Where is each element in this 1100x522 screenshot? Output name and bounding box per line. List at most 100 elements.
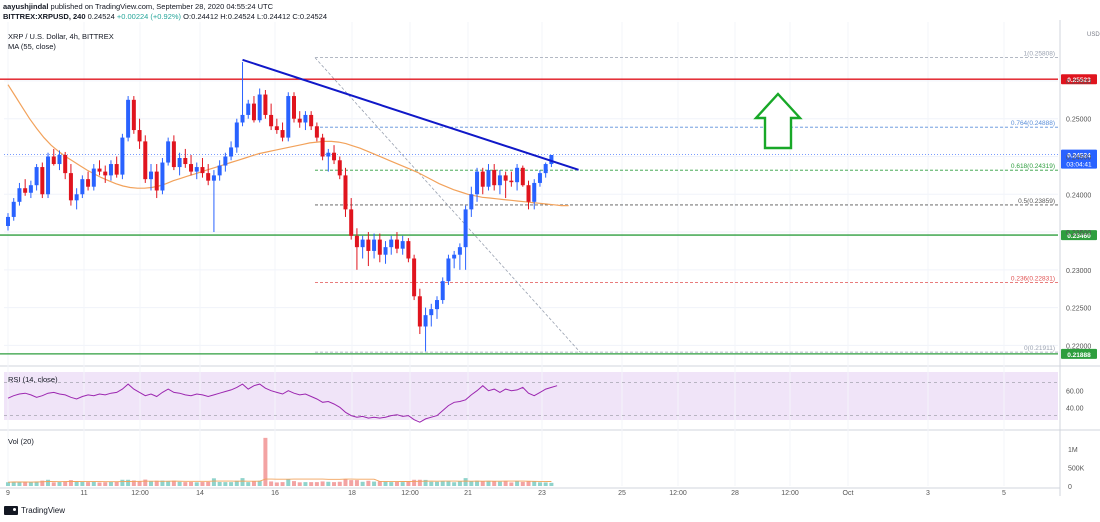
candle-body <box>469 194 474 210</box>
volume-bar <box>80 481 85 486</box>
candle-body <box>120 137 125 175</box>
volume-bar <box>423 479 428 486</box>
volume-bar <box>469 481 474 486</box>
volume-bar <box>246 482 251 486</box>
ma-legend: MA (55, close) <box>8 42 56 51</box>
candle-body <box>23 188 28 193</box>
price-tick-label: 0.25000 <box>1066 117 1091 124</box>
volume-bar <box>103 482 108 486</box>
volume-bar <box>263 437 268 486</box>
volume-bar <box>34 481 39 486</box>
candle-body <box>309 114 314 127</box>
volume-bar <box>137 481 142 486</box>
candle-body <box>229 147 234 157</box>
tradingview-logo-icon <box>4 506 18 515</box>
candle-body <box>509 180 514 183</box>
volume-bar <box>360 481 365 486</box>
candle-body <box>143 141 148 180</box>
time-tick-label: 18 <box>348 490 356 497</box>
horizontal-levels: 0.25523 0.23460 0.21888 0.24524 03:04:41 <box>0 74 1097 359</box>
volume-bar <box>332 482 337 486</box>
volume-bar <box>97 482 102 486</box>
candle-body <box>251 103 256 121</box>
rsi-band <box>4 372 1058 420</box>
candles[interactable] <box>6 62 554 352</box>
time-tick-label: 16 <box>271 490 279 497</box>
candle-body <box>520 167 525 186</box>
volume-bar <box>114 481 119 486</box>
candle-body <box>435 300 439 310</box>
volume-bar <box>292 481 296 486</box>
last-price: 0.24524 <box>87 12 115 21</box>
moving-average <box>7 84 569 207</box>
volume-bar <box>51 482 56 486</box>
candle-body <box>452 254 457 259</box>
fibonacci-retracement[interactable]: 1(0.25808) 0.764(0.24888) 0.618(0.24319) 0.… <box>314 51 1058 353</box>
candle-body <box>360 239 365 248</box>
candle-body <box>263 94 268 115</box>
volume-bar <box>309 482 314 486</box>
volume-bar <box>143 479 148 486</box>
countdown-label: 03:04:41 <box>1066 162 1092 169</box>
volume-bar <box>23 482 28 486</box>
candle-body <box>549 154 554 165</box>
axes: 0.25500 0.25000 0.24500 0.24000 0.23500 0.230… <box>6 32 1100 497</box>
candle-body <box>446 258 451 282</box>
candle-body <box>332 152 337 161</box>
candle-body <box>274 126 279 131</box>
candle-body <box>429 309 434 316</box>
time-tick-label: 5 <box>1002 490 1006 497</box>
candle-body <box>217 165 222 176</box>
volume-bar <box>377 481 382 486</box>
fib-level-label: 0.236(0.22831) <box>1011 276 1055 283</box>
volume-bar <box>320 481 325 486</box>
author-name[interactable]: aayushjindal <box>3 2 49 11</box>
volume-bar <box>257 480 262 486</box>
last-price-tag <box>1061 149 1097 169</box>
price-change: +0.00224 (+0.92%) <box>116 12 182 21</box>
volume-bar <box>108 481 113 486</box>
trendline[interactable] <box>242 58 579 171</box>
candle-body <box>515 167 520 183</box>
volume-bar <box>326 481 331 486</box>
volume-bar <box>394 481 399 486</box>
candle-body <box>269 114 274 127</box>
candle-body <box>372 239 377 251</box>
candle-body <box>80 179 85 195</box>
candle-body <box>17 188 22 202</box>
volume-bar <box>366 480 371 486</box>
price-tick-label: 0.23000 <box>1066 268 1091 275</box>
candle-body <box>503 175 508 181</box>
candle-body <box>349 209 354 236</box>
level-tag-label: 0.25523 <box>1067 77 1091 84</box>
volume-bar <box>240 478 245 486</box>
volume-bar <box>74 481 79 486</box>
candle-body <box>526 185 531 202</box>
level-tag-label: 0.23460 <box>1067 233 1091 240</box>
candle-body <box>246 103 251 115</box>
volume-bar <box>40 480 45 486</box>
ma-line <box>7 84 569 207</box>
candle-body <box>389 239 394 248</box>
candle-body <box>406 241 411 259</box>
volume-bar <box>234 480 239 486</box>
candle-body <box>457 247 462 255</box>
candle-body <box>126 99 131 138</box>
volume-bar <box>486 481 491 486</box>
volume-bar <box>314 482 319 486</box>
rsi-legend: RSI (14, close) <box>8 375 58 384</box>
volume-bar <box>280 482 285 486</box>
volume-bar <box>372 481 377 486</box>
candle-body <box>194 167 199 172</box>
candle-body <box>337 160 342 176</box>
candle-body <box>57 154 62 165</box>
volume-bar <box>400 482 405 486</box>
volume-bar <box>503 481 508 486</box>
candle-body <box>183 158 188 165</box>
volume-bar <box>429 481 434 486</box>
volume-bar <box>526 481 531 486</box>
tradingview-logo[interactable]: TradingView <box>4 506 65 515</box>
